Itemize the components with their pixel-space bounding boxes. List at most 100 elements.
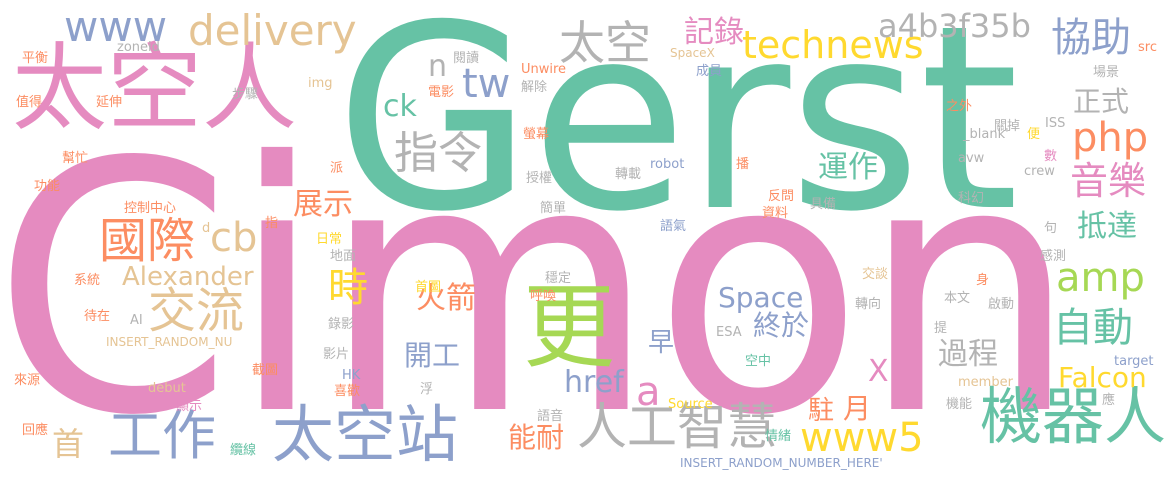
word-amp: amp xyxy=(1056,255,1145,301)
word-a4b3f35b: a4b3f35b xyxy=(878,7,1031,45)
word-a: a xyxy=(636,369,661,415)
word-hk: HK xyxy=(342,368,361,383)
word-zao: 早 xyxy=(648,328,675,358)
word-yingpian: 影片 xyxy=(323,347,350,362)
word-shou: 首 xyxy=(52,425,85,463)
word-geng: 更 xyxy=(523,274,616,381)
word-jiandan: 簡單 xyxy=(540,201,567,216)
word-yuedu: 閱讀 xyxy=(453,51,480,66)
word-ai: AI xyxy=(130,313,143,328)
word-blank: _blank' xyxy=(963,127,1009,142)
word-changjing: 場景 xyxy=(1093,65,1120,80)
word-zhuanzai: 轉載 xyxy=(615,167,642,182)
word-space: Space xyxy=(718,281,804,314)
word-yanshen: 延伸 xyxy=(96,95,123,110)
word-jiechu: 解除 xyxy=(521,80,548,95)
word-dianying: 電影 xyxy=(428,85,455,100)
word-kaigong: 開工 xyxy=(404,339,461,372)
word-buzhou: 步驟 xyxy=(232,87,259,102)
word-source: Source xyxy=(668,397,713,412)
word-ditu: 地面 xyxy=(330,249,357,264)
word-cimon: Cimon xyxy=(0,90,1079,482)
word-richang: 日常 xyxy=(316,232,343,247)
word-alexander: Alexander xyxy=(122,262,254,292)
word-tw: tw xyxy=(462,61,511,107)
word-ganche: 感測 xyxy=(1040,249,1067,264)
word-technews: technews xyxy=(742,23,924,67)
word-taikongren: 太空人 xyxy=(12,34,298,144)
word-href: href xyxy=(564,365,624,400)
word-jiaoliu: 交流 xyxy=(148,283,245,339)
word-zhiwai: 之外 xyxy=(946,99,973,114)
word-guoji: 國際 xyxy=(99,213,196,269)
word-laiyuan: 來源 xyxy=(14,373,41,388)
word-xiezhu: 協助 xyxy=(1051,15,1131,61)
word-pai: 派 xyxy=(330,161,344,176)
word-zidong: 自動 xyxy=(1053,305,1133,351)
word-ck: ck xyxy=(383,89,417,124)
word-yingmu: 螢幕 xyxy=(523,127,550,142)
word-unwire: Unwire xyxy=(521,62,567,77)
word-yunzuo: 運作 xyxy=(818,150,878,185)
word-spacex: SpaceX xyxy=(670,46,715,60)
word-guandiao: 關掉 xyxy=(994,119,1021,134)
word-www5: www5 xyxy=(800,415,924,461)
word-huojian: 火箭 xyxy=(416,281,476,316)
word-ti: 提 xyxy=(934,321,948,336)
word-xianshi: 顯示 xyxy=(176,399,203,414)
word-cb: cb xyxy=(210,215,258,261)
word-dida: 抵達 xyxy=(1077,209,1137,244)
word-iss: ISS xyxy=(1045,116,1066,131)
word-nengnai: 能耐 xyxy=(508,421,565,454)
word-gerst: Gerst xyxy=(335,0,1019,268)
word-yue: 月 xyxy=(843,392,872,425)
word-jineng: 機能 xyxy=(946,397,973,412)
word-qidong: 啟動 xyxy=(988,297,1015,312)
word-zhiling: 指令 xyxy=(394,128,482,179)
word-insert-nu: INSERT_RANDOM_NU xyxy=(106,335,233,349)
word-xihuan: 喜歡 xyxy=(334,384,361,399)
word-zhanshi: 展示 xyxy=(293,187,353,222)
word-delivery: delivery xyxy=(188,6,357,55)
word-qingxu: 情緒 xyxy=(765,429,792,444)
word-bian: 便 xyxy=(1027,127,1041,142)
word-ziliao: 資料 xyxy=(762,206,789,221)
word-juyou: 具備 xyxy=(810,197,837,212)
word-yuyin: 語音 xyxy=(537,409,564,424)
word-member: member xyxy=(958,375,1013,390)
word-jilu: 記錄 xyxy=(684,15,744,50)
word-img: img xyxy=(308,76,333,91)
word-target: target xyxy=(1114,354,1154,369)
word-yinyue: 音樂 xyxy=(1070,159,1147,203)
word-shi: 時 xyxy=(328,265,368,311)
word-fu: 浮 xyxy=(420,382,434,397)
word-crew: crew xyxy=(1024,164,1055,179)
word-php: php xyxy=(1072,115,1149,161)
word-guocheng: 過程 xyxy=(938,337,998,372)
word-src: src xyxy=(1138,40,1157,55)
word-esa: ESA xyxy=(716,325,742,340)
word-zoneid: zoneid xyxy=(117,40,160,55)
word-x: X xyxy=(868,354,889,389)
word-shu: 數 xyxy=(1044,149,1058,164)
word-d: d xyxy=(202,221,211,236)
word-bangmang: 幫忙 xyxy=(62,151,89,166)
word-zhi: 指 xyxy=(265,216,279,231)
word-n: n xyxy=(428,49,448,84)
word-zhu: 駐 xyxy=(808,396,835,426)
word-taikongzhan: 太空站 xyxy=(272,398,459,471)
word-xitong: 系統 xyxy=(74,273,101,288)
word-zhide: 值得 xyxy=(16,95,43,110)
word-insert-full: INSERT_RANDOM_NUMBER_HERE' xyxy=(680,456,883,470)
word-falcon: Falcon xyxy=(1058,361,1147,394)
word-bo: 播 xyxy=(736,157,750,172)
word-yuqi: 語氣 xyxy=(660,219,687,234)
word-lanxian: 纜線 xyxy=(230,443,257,458)
word-zhuanxiang: 轉向 xyxy=(855,297,882,312)
word-robot: robot xyxy=(650,157,685,172)
word-chengyuan: 成員 xyxy=(696,64,723,79)
word-jiqiren: 機器人 xyxy=(980,380,1167,453)
word-fanwen: 反問 xyxy=(768,189,795,204)
word-shen: 身 xyxy=(976,273,990,288)
